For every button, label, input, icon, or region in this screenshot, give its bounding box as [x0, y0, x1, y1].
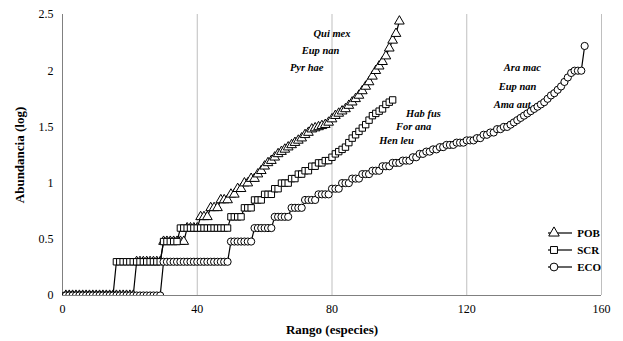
svg-text:Eup nan: Eup nan	[498, 81, 537, 92]
svg-text:Eup nan: Eup nan	[301, 45, 340, 56]
svg-text:Hen leu: Hen leu	[378, 135, 414, 146]
svg-text:Abundancia (log): Abundancia (log)	[12, 107, 27, 203]
svg-text:160: 160	[593, 302, 611, 316]
svg-text:Ara mac: Ara mac	[503, 62, 541, 73]
svg-text:Ama aut: Ama aut	[493, 99, 532, 110]
svg-text:Rango (especies): Rango (especies)	[286, 322, 378, 337]
svg-text:0: 0	[60, 302, 66, 316]
svg-text:For ana: For ana	[395, 121, 431, 132]
html-text:ECO: ECO	[577, 260, 601, 273]
svg-text:2.5: 2.5	[39, 7, 54, 21]
html-text:POB: POB	[577, 226, 600, 239]
svg-text:1: 1	[48, 176, 54, 190]
svg-text:Pyr hae: Pyr hae	[290, 62, 324, 73]
svg-text:0.5: 0.5	[39, 232, 54, 246]
svg-text:40: 40	[191, 302, 203, 316]
svg-text:Hab fus: Hab fus	[405, 108, 441, 119]
svg-text:120: 120	[458, 302, 476, 316]
html-text:SCR: SCR	[577, 243, 600, 256]
svg-text:80: 80	[326, 302, 338, 316]
svg-text:0: 0	[48, 288, 54, 302]
svg-text:1.5: 1.5	[39, 120, 54, 134]
svg-text:Qui mex: Qui mex	[313, 28, 350, 39]
svg-text:2: 2	[48, 64, 54, 78]
